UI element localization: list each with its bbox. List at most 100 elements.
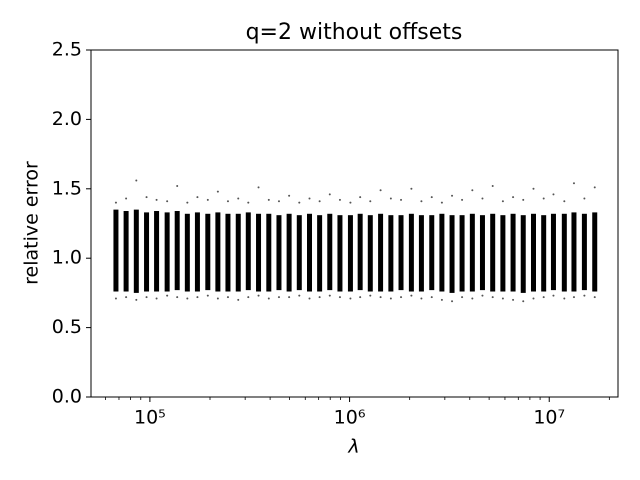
point xyxy=(552,193,555,196)
point-band xyxy=(296,215,302,291)
point-band xyxy=(307,213,313,292)
point-band xyxy=(429,215,435,291)
point xyxy=(237,298,240,301)
y-tick-label: 2.5 xyxy=(52,39,82,61)
point xyxy=(318,296,321,299)
point xyxy=(155,198,158,201)
point-band xyxy=(194,212,200,292)
point-band xyxy=(205,213,211,291)
point xyxy=(125,197,128,200)
point xyxy=(451,300,454,303)
point xyxy=(216,190,219,193)
point xyxy=(451,194,454,197)
point-band xyxy=(347,215,353,292)
point-band xyxy=(510,213,516,292)
point xyxy=(563,297,566,300)
point xyxy=(206,294,209,297)
point-band xyxy=(133,209,139,293)
point-band xyxy=(550,213,556,291)
point xyxy=(481,294,484,297)
point xyxy=(226,296,229,299)
y-axis-label: relative error xyxy=(21,161,43,285)
y-tick-label: 1.0 xyxy=(52,247,82,269)
point xyxy=(176,296,179,299)
point-band xyxy=(571,212,577,292)
point-band xyxy=(184,213,190,292)
point xyxy=(512,196,515,199)
point xyxy=(145,296,148,299)
point-band xyxy=(398,215,404,291)
point-band xyxy=(174,211,180,291)
point xyxy=(501,200,504,203)
point-band xyxy=(245,212,251,291)
point xyxy=(491,296,494,299)
y-tick-label: 0.0 xyxy=(52,386,82,408)
point-band xyxy=(500,215,506,292)
point-band xyxy=(479,215,485,291)
point xyxy=(440,201,443,204)
point xyxy=(135,298,138,301)
point xyxy=(298,201,301,204)
point-band xyxy=(449,215,455,293)
point xyxy=(430,196,433,199)
point xyxy=(308,197,311,200)
point xyxy=(420,200,423,203)
point-band xyxy=(530,213,536,292)
point xyxy=(410,187,413,190)
point xyxy=(389,197,392,200)
point xyxy=(491,185,494,188)
point xyxy=(176,185,179,188)
y-tick-label: 1.5 xyxy=(52,177,82,199)
point-band xyxy=(113,209,119,292)
point-band xyxy=(469,213,475,292)
point xyxy=(471,297,474,300)
x-tick-label: 10⁶ xyxy=(334,407,366,429)
point xyxy=(583,197,586,200)
point xyxy=(593,186,596,189)
point xyxy=(369,200,372,203)
point-band xyxy=(215,212,221,292)
point-band xyxy=(408,213,414,292)
point xyxy=(125,296,128,299)
point xyxy=(349,297,352,300)
point-band xyxy=(317,215,323,292)
point xyxy=(196,196,199,199)
point xyxy=(359,296,362,299)
point xyxy=(349,201,352,204)
point xyxy=(206,198,209,201)
point xyxy=(440,298,443,301)
point xyxy=(552,294,555,297)
point xyxy=(226,200,229,203)
point xyxy=(196,296,199,299)
point xyxy=(471,189,474,192)
point xyxy=(298,294,301,297)
point-band xyxy=(286,213,292,292)
point xyxy=(277,296,280,299)
x-tick-label: 10⁷ xyxy=(533,407,565,429)
point xyxy=(318,200,321,203)
chart-title: q=2 without offsets xyxy=(246,20,463,45)
point xyxy=(237,197,240,200)
point xyxy=(379,296,382,299)
point-band xyxy=(592,212,598,292)
point xyxy=(338,296,341,299)
y-tick-label: 0.5 xyxy=(52,316,82,338)
point-band xyxy=(367,215,373,292)
point xyxy=(400,198,403,201)
point xyxy=(135,179,138,182)
point xyxy=(410,294,413,297)
point xyxy=(532,187,535,190)
point xyxy=(572,182,575,185)
point xyxy=(308,297,311,300)
point-band xyxy=(520,215,526,293)
point xyxy=(145,196,148,199)
point-band xyxy=(418,215,424,292)
point-band xyxy=(235,213,241,292)
point xyxy=(328,193,331,196)
point xyxy=(430,296,433,299)
point xyxy=(114,297,117,300)
point-band xyxy=(541,215,547,292)
point xyxy=(257,294,260,297)
point xyxy=(461,296,464,299)
